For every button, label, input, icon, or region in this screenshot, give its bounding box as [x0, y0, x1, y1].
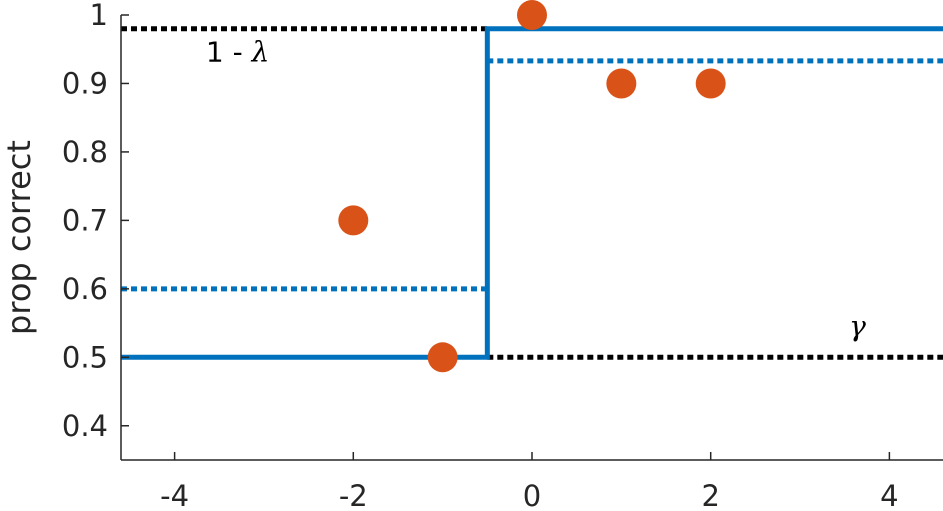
y-tick-label: 0.8 [62, 135, 108, 169]
x-tick-label: 2 [701, 479, 719, 511]
axes: 0.4 0.5 0.6 0.7 0.8 0.9 1 -4 -2 0 2 4 [62, 0, 943, 511]
y-axis-title: prop correct [0, 140, 38, 335]
lapse-symbol: λ [251, 36, 270, 69]
y-tick-label: 1 [90, 0, 108, 32]
lapse-prefix: 1 - [206, 36, 252, 69]
data-point [427, 342, 458, 373]
y-tick-label: 0.6 [62, 272, 108, 306]
x-tick-label: 0 [523, 479, 541, 511]
solid-step-line [121, 26, 943, 360]
data-point [338, 205, 369, 236]
guide-lines [121, 26, 943, 360]
model-series [121, 26, 943, 360]
y-tick-label: 0.4 [62, 409, 108, 443]
lapse-annotation: 1 - λ [206, 36, 269, 69]
y-tick-label: 0.5 [62, 340, 108, 374]
x-tick-label: 4 [880, 479, 898, 511]
x-tick-label: -4 [160, 479, 189, 511]
data-point [606, 68, 637, 99]
data-point [517, 0, 547, 30]
x-tick-label: -2 [339, 479, 368, 511]
guess-annotation: γ [849, 309, 866, 342]
data-points [338, 0, 726, 373]
y-tick-label: 0.9 [62, 66, 108, 100]
y-tick-label: 0.7 [62, 203, 108, 237]
data-point [695, 68, 726, 99]
